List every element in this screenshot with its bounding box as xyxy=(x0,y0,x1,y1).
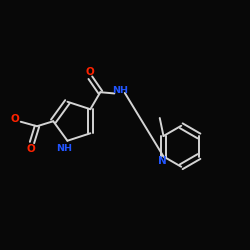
Text: O: O xyxy=(86,67,94,77)
Text: NH: NH xyxy=(56,144,72,153)
Text: O: O xyxy=(11,114,20,124)
Text: N: N xyxy=(158,156,166,166)
Text: NH: NH xyxy=(112,86,128,96)
Text: O: O xyxy=(26,144,35,154)
